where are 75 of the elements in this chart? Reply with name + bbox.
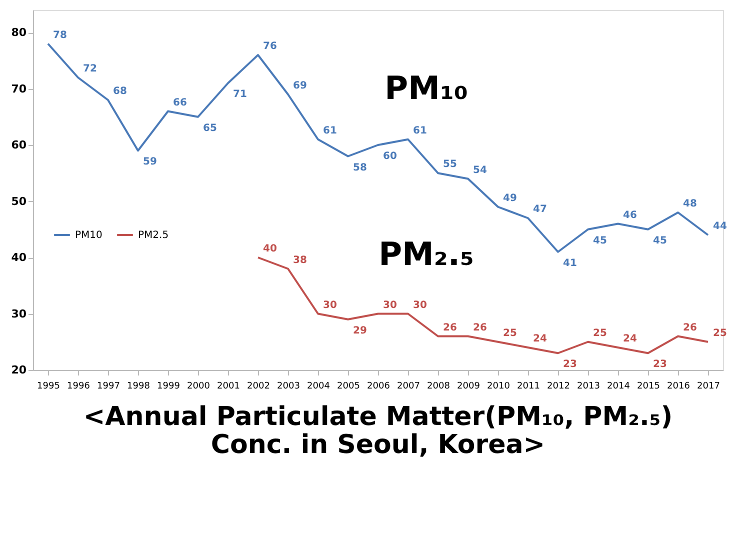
data-label: 30 bbox=[383, 300, 397, 311]
y-tick-label: 30 bbox=[11, 307, 27, 320]
data-label: 65 bbox=[203, 122, 217, 134]
annotation: PM₂.₅ bbox=[378, 234, 474, 273]
x-tick-label: 2015 bbox=[637, 382, 660, 392]
data-label: 71 bbox=[233, 89, 247, 100]
data-label: 58 bbox=[353, 162, 367, 174]
y-tick-label: 60 bbox=[11, 138, 27, 152]
x-tick-label: 2014 bbox=[607, 382, 630, 392]
x-tick-label: 1998 bbox=[127, 382, 150, 392]
x-tick-label: 2017 bbox=[697, 382, 720, 392]
y-tick-label: 70 bbox=[11, 82, 27, 96]
x-tick-label: 2011 bbox=[517, 382, 540, 392]
legend-label: PM10 bbox=[75, 230, 102, 241]
data-label: 25 bbox=[593, 328, 607, 339]
x-tick-label: 2000 bbox=[187, 382, 210, 392]
data-label: 59 bbox=[143, 156, 157, 168]
data-label: 54 bbox=[473, 164, 487, 176]
x-tick-label: 2016 bbox=[667, 382, 690, 392]
data-label: 45 bbox=[653, 235, 667, 246]
x-tick-label: 2008 bbox=[427, 382, 450, 392]
x-tick-label: 2002 bbox=[247, 382, 270, 392]
x-tick-label: 1995 bbox=[37, 382, 60, 392]
data-label: 30 bbox=[413, 300, 427, 311]
data-label: 76 bbox=[263, 41, 277, 52]
data-label: 23 bbox=[653, 359, 667, 370]
y-tick-label: 80 bbox=[11, 26, 27, 39]
x-tick-label: 2010 bbox=[487, 382, 510, 392]
x-tick-label: 1997 bbox=[97, 382, 120, 392]
y-tick-label: 50 bbox=[11, 194, 27, 208]
x-tick-label: 2003 bbox=[277, 382, 300, 392]
data-label: 23 bbox=[563, 359, 577, 370]
x-tick-label: 2001 bbox=[217, 382, 240, 392]
y-tick-label: 20 bbox=[11, 364, 27, 376]
data-label: 46 bbox=[623, 210, 637, 221]
data-label: 24 bbox=[623, 334, 637, 344]
x-tick-label: 2012 bbox=[547, 382, 570, 392]
x-tick-label: 2006 bbox=[367, 382, 390, 392]
data-label: 24 bbox=[533, 334, 547, 344]
data-label: 44 bbox=[713, 221, 727, 232]
data-label: 68 bbox=[113, 86, 127, 97]
x-tick-label: 2013 bbox=[577, 382, 600, 392]
y-tick-label: 40 bbox=[11, 251, 27, 264]
data-label: 60 bbox=[383, 151, 397, 162]
data-label: 61 bbox=[413, 125, 427, 136]
x-tick-label: 2005 bbox=[337, 382, 360, 392]
x-tick-label: 2009 bbox=[457, 382, 480, 392]
data-label: 25 bbox=[503, 328, 517, 339]
data-label: 26 bbox=[443, 322, 457, 334]
data-label: 29 bbox=[353, 325, 367, 336]
data-label: 72 bbox=[83, 64, 97, 74]
data-label: 49 bbox=[503, 192, 517, 204]
data-label: 45 bbox=[593, 235, 607, 246]
data-label: 78 bbox=[53, 30, 67, 41]
data-label: 66 bbox=[173, 97, 187, 108]
x-tick-label: 2007 bbox=[397, 382, 420, 392]
data-label: 69 bbox=[293, 80, 307, 92]
data-label: 48 bbox=[683, 198, 697, 210]
x-tick-label: 2004 bbox=[307, 382, 330, 392]
data-label: 26 bbox=[473, 322, 487, 334]
data-label: 41 bbox=[563, 258, 577, 269]
data-label: 40 bbox=[263, 244, 277, 254]
data-label: 61 bbox=[323, 125, 337, 136]
legend-label: PM2.5 bbox=[138, 230, 169, 241]
text: <Annual Particulate Matter(PM₁₀, PM₂.₅) bbox=[83, 402, 673, 432]
data-label: 30 bbox=[323, 300, 337, 311]
x-tick-label: 1999 bbox=[157, 382, 180, 392]
text: Conc. in Seoul, Korea> bbox=[210, 430, 546, 460]
data-label: 55 bbox=[443, 159, 457, 170]
data-label: 38 bbox=[293, 254, 307, 266]
data-label: 26 bbox=[683, 322, 697, 334]
data-label: 47 bbox=[533, 204, 547, 216]
annotation: PM₁₀ bbox=[384, 69, 468, 108]
data-label: 25 bbox=[713, 328, 727, 339]
x-tick-label: 1996 bbox=[67, 382, 90, 392]
